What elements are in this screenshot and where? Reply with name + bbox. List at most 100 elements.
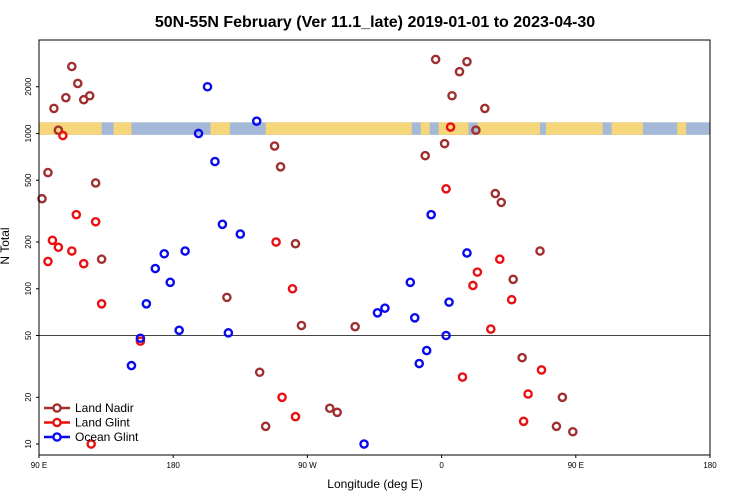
ocean-glint-point [135, 333, 146, 344]
land-band-segment [265, 122, 412, 135]
y-axis-label: N Total [0, 227, 12, 264]
land-glint-point [67, 246, 77, 256]
ocean-glint-point [444, 297, 454, 307]
y-axis-ticks: 10 20 50 100 200 500 1000 2000 [24, 77, 39, 448]
land-nadir-point [517, 352, 527, 363]
land-nadir-point [84, 90, 95, 101]
land-glint-point [486, 324, 496, 334]
land-nadir-point [490, 188, 501, 199]
y-tick-label: 1000 [24, 124, 33, 142]
land-nadir-point [96, 254, 107, 265]
ocean-glint-point [150, 263, 161, 274]
ocean-glint-point [421, 345, 432, 356]
land-nadir-point [53, 125, 64, 135]
chart-title: 50N-55N February (Ver 11.1_late) 2019-01… [155, 14, 595, 31]
land-nadir-point [37, 193, 47, 204]
land-glint-point [287, 283, 298, 294]
land-glint-point [71, 209, 82, 220]
y-tick-label: 10 [24, 439, 33, 448]
land-glint-point [457, 372, 468, 382]
x-tick-label: 90 E [568, 461, 584, 470]
land-glint-point [86, 439, 96, 449]
land-nadir-point [420, 150, 430, 161]
ocean-glint-point [141, 299, 152, 309]
land-nadir-point [551, 421, 562, 432]
land-glint-point [78, 258, 89, 269]
legend-label: Land Nadir [75, 401, 134, 415]
legend-marker [52, 432, 62, 442]
land-glint-point [472, 267, 483, 277]
land-glint-point [441, 184, 451, 194]
land-glint-point [494, 254, 505, 265]
x-tick-label: 0 [439, 461, 444, 470]
land-band-segment [113, 122, 132, 135]
y-tick-label: 500 [24, 173, 33, 187]
land-glint-point [43, 256, 53, 267]
land-band-segment [420, 122, 430, 135]
land-nadir-point [61, 92, 71, 103]
y-tick-label: 50 [24, 331, 33, 340]
x-axis-label: Longitude (deg E) [327, 477, 422, 491]
y-tick-label: 200 [24, 235, 33, 249]
ocean-glint-point [441, 330, 451, 341]
land-nadir-point [471, 125, 481, 135]
land-nadir-point [296, 320, 307, 331]
ocean-glint-point [359, 439, 369, 449]
land-nadir-point [269, 141, 280, 151]
land-nadir-point [508, 274, 518, 285]
land-glint-point [53, 242, 64, 253]
land-nadir-point [67, 61, 77, 72]
land-glint-point [518, 416, 529, 427]
land-band-segment [39, 122, 102, 135]
land-band-segment [545, 122, 603, 135]
land-glint-point [277, 392, 287, 403]
land-nadir-point [49, 103, 59, 114]
land-ocean-band [39, 122, 710, 135]
land-nadir-point [222, 292, 232, 303]
land-glint-point [445, 122, 456, 132]
ocean-glint-point [405, 277, 416, 288]
ocean-glint-point [174, 325, 184, 336]
data-points [37, 54, 578, 449]
y-tick-label: 2000 [24, 77, 33, 95]
land-nadir-point [557, 392, 568, 403]
land-glint-point [523, 389, 533, 399]
land-nadir-point [462, 56, 472, 67]
ocean-glint-point [409, 313, 420, 323]
land-nadir-point [447, 90, 457, 101]
land-band-segment [210, 122, 230, 135]
legend-marker [52, 403, 62, 413]
land-nadir-point [454, 66, 465, 77]
legend-marker [52, 417, 62, 428]
plot-frame [38, 39, 711, 456]
x-axis-ticks: 90 E 180 90 W 0 90 E 180 [31, 455, 717, 470]
ocean-glint-point [165, 277, 176, 288]
land-nadir-point [496, 197, 507, 208]
land-nadir-point [260, 421, 271, 432]
ocean-glint-point [235, 229, 246, 239]
ocean-glint-point [414, 358, 425, 369]
land-glint-point [58, 130, 68, 141]
land-nadir-point [43, 167, 53, 178]
x-tick-label: 90 W [298, 461, 317, 470]
ocean-glint-point [372, 308, 383, 318]
land-nadir-point [254, 367, 265, 378]
land-nadir-point [324, 403, 335, 414]
land-nadir-point [350, 321, 360, 332]
land-glint-point [271, 237, 281, 247]
land-band-segment [677, 122, 687, 135]
land-nadir-point [535, 246, 545, 256]
ocean-glint-point [193, 128, 204, 139]
land-nadir-point [430, 54, 441, 65]
ocean-glint-point [159, 248, 170, 259]
land-nadir-point [290, 238, 301, 249]
land-nadir-point [332, 407, 343, 418]
ocean-glint-point [217, 219, 228, 230]
y-tick-label: 100 [24, 282, 33, 296]
land-glint-point [506, 294, 517, 305]
land-nadir-point [480, 103, 490, 114]
legend-label: Land Glint [75, 416, 130, 430]
y-tick-label: 20 [24, 392, 33, 401]
ocean-glint-point [210, 156, 220, 167]
